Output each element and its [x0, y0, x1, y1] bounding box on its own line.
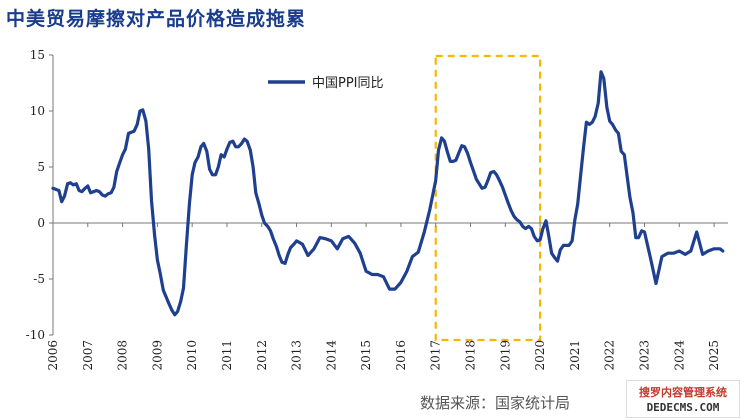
x-tick-label: 2023 — [637, 340, 651, 371]
x-tick-label: 2024 — [672, 340, 686, 371]
x-tick-label: 2012 — [255, 340, 269, 371]
y-tick-label: -10 — [26, 328, 45, 342]
x-tick-label: 2009 — [150, 340, 164, 371]
y-tick-label: 15 — [30, 48, 45, 62]
x-tick-label: 2006 — [46, 340, 60, 371]
x-tick-label: 2014 — [324, 340, 338, 371]
y-tick-label: 0 — [37, 216, 45, 230]
highlight-box-rect — [434, 54, 542, 342]
x-tick-label: 2019 — [498, 340, 512, 371]
x-tick-label: 2025 — [707, 340, 721, 371]
y-tick-label: 5 — [37, 160, 45, 174]
series-layer — [51, 70, 725, 317]
y-tick-label: 10 — [30, 104, 45, 118]
x-tick-label: 2015 — [359, 340, 373, 371]
legend: 中国PPI同比 — [268, 76, 384, 91]
watermark-text: 搜罗内容管理系统 — [639, 386, 727, 399]
watermark-domain: DEDECMS.COM — [646, 401, 720, 414]
x-tick-label: 2008 — [116, 340, 130, 371]
x-tick-label: 2022 — [603, 340, 617, 371]
x-tick-label: 2016 — [394, 340, 408, 371]
chart-title: 中美贸易摩擦对产品价格造成拖累 — [6, 8, 307, 30]
x-tick-label: 2017 — [429, 340, 443, 371]
x-tick-label: 2011 — [220, 340, 234, 371]
x-tick-label: 2021 — [568, 340, 582, 371]
watermark-logo: 搜罗内容管理系统 DEDECMS.COM — [626, 380, 740, 418]
x-tick-label: 2018 — [464, 340, 478, 371]
x-tick-label: 2020 — [533, 340, 547, 371]
x-tick-label: 2013 — [290, 340, 304, 371]
x-tick-label: 2007 — [81, 340, 95, 371]
series-line-ppi-yoy — [51, 70, 725, 317]
y-tick-label: -5 — [33, 272, 45, 286]
data-source-note: 数据来源：国家统计局 — [420, 394, 571, 412]
legend-label: 中国PPI同比 — [312, 76, 384, 91]
x-tick-label: 2010 — [185, 340, 199, 371]
highlight-box — [434, 54, 542, 342]
